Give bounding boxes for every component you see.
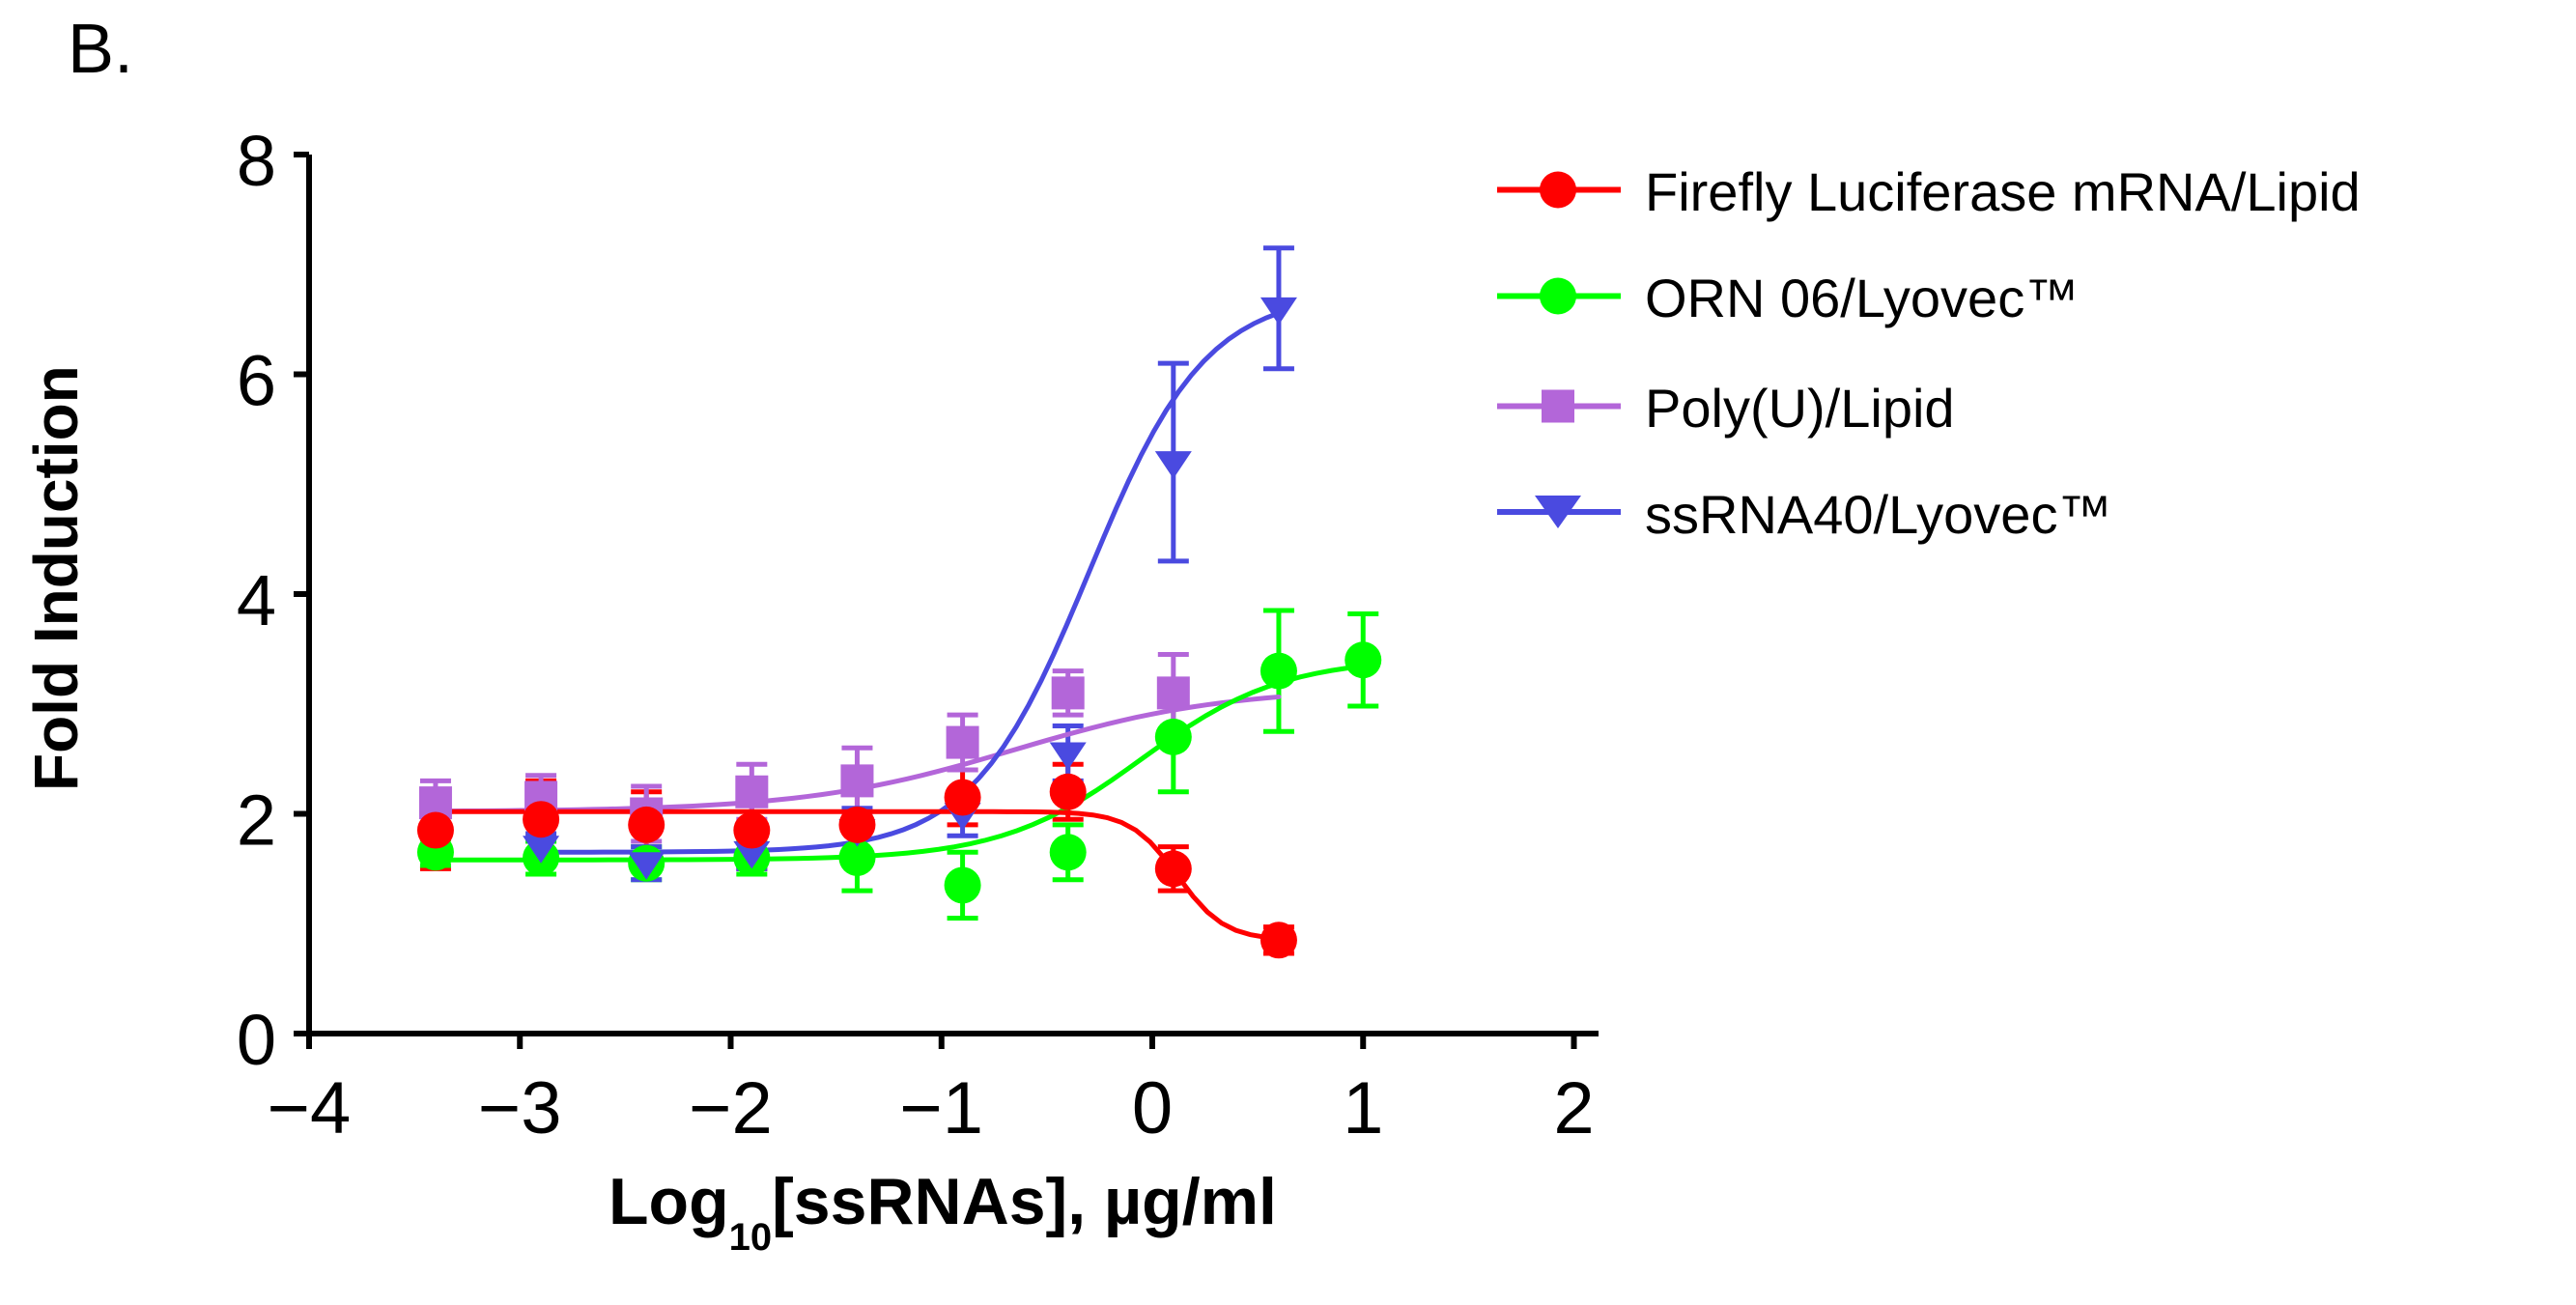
svg-text:Firefly Luciferase mRNA/Lipid: Firefly Luciferase mRNA/Lipid [1645, 161, 2361, 222]
svg-text:−2: −2 [689, 1067, 773, 1149]
svg-text:6: 6 [237, 341, 276, 421]
svg-text:4: 4 [237, 560, 276, 640]
svg-text:8: 8 [237, 121, 276, 201]
svg-text:0: 0 [1132, 1067, 1173, 1149]
svg-text:−3: −3 [478, 1067, 562, 1149]
svg-text:1: 1 [1343, 1067, 1383, 1149]
svg-text:ssRNA40/Lyovec™: ssRNA40/Lyovec™ [1645, 484, 2111, 545]
svg-text:2: 2 [237, 780, 276, 861]
svg-text:−1: −1 [899, 1067, 983, 1149]
svg-text:2: 2 [1553, 1067, 1594, 1149]
svg-text:ORN 06/Lyovec™: ORN 06/Lyovec™ [1645, 268, 2079, 328]
svg-text:−4: −4 [268, 1067, 352, 1149]
svg-text:Poly(U)/Lipid: Poly(U)/Lipid [1645, 378, 1955, 439]
